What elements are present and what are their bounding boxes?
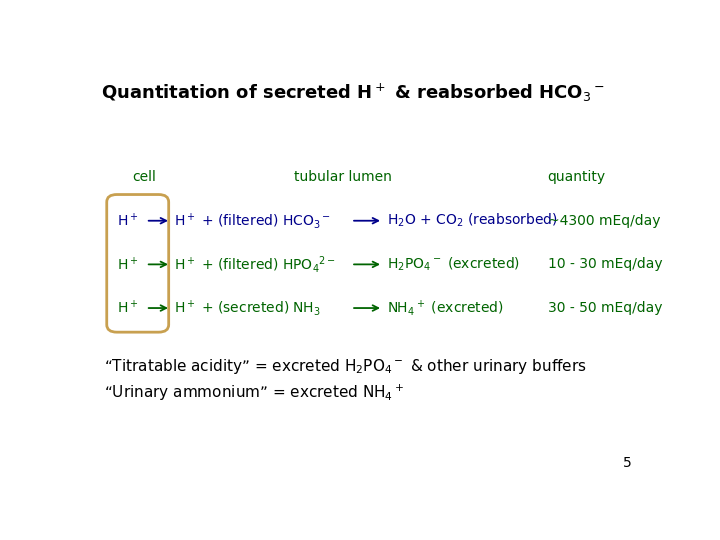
- Text: H$^+$: H$^+$: [117, 256, 139, 273]
- Text: ~4300 mEq/day: ~4300 mEq/day: [547, 214, 660, 228]
- Text: H$^+$ + (filtered) HPO$_4$$^{2-}$: H$^+$ + (filtered) HPO$_4$$^{2-}$: [174, 254, 336, 275]
- Text: H$^+$ + (secreted) NH$_3$: H$^+$ + (secreted) NH$_3$: [174, 298, 320, 318]
- Text: H$^+$ + (filtered) HCO$_3$$^-$: H$^+$ + (filtered) HCO$_3$$^-$: [174, 211, 330, 231]
- Text: H$_2$O + CO$_2$ (reabsorbed): H$_2$O + CO$_2$ (reabsorbed): [387, 212, 558, 230]
- Text: H$^+$: H$^+$: [117, 299, 139, 316]
- Text: cell: cell: [132, 170, 156, 184]
- Text: 5: 5: [623, 456, 631, 470]
- Text: 10 - 30 mEq/day: 10 - 30 mEq/day: [547, 258, 662, 272]
- Text: “Urinary ammonium” = excreted NH$_4$$^+$: “Urinary ammonium” = excreted NH$_4$$^+$: [104, 383, 404, 403]
- Text: NH$_4$$^+$ (excreted): NH$_4$$^+$ (excreted): [387, 298, 504, 318]
- Text: H$_2$PO$_4$$^-$ (excreted): H$_2$PO$_4$$^-$ (excreted): [387, 255, 520, 273]
- Text: 30 - 50 mEq/day: 30 - 50 mEq/day: [547, 301, 662, 315]
- Text: tubular lumen: tubular lumen: [294, 170, 392, 184]
- Text: H$^+$: H$^+$: [117, 212, 139, 230]
- Text: quantity: quantity: [547, 170, 606, 184]
- Text: Quantitation of secreted H$^+$ & reabsorbed HCO$_3$$^-$: Quantitation of secreted H$^+$ & reabsor…: [101, 82, 605, 104]
- Text: “Titratable acidity” = excreted H$_2$PO$_4$$^-$ & other urinary buffers: “Titratable acidity” = excreted H$_2$PO$…: [104, 357, 587, 376]
